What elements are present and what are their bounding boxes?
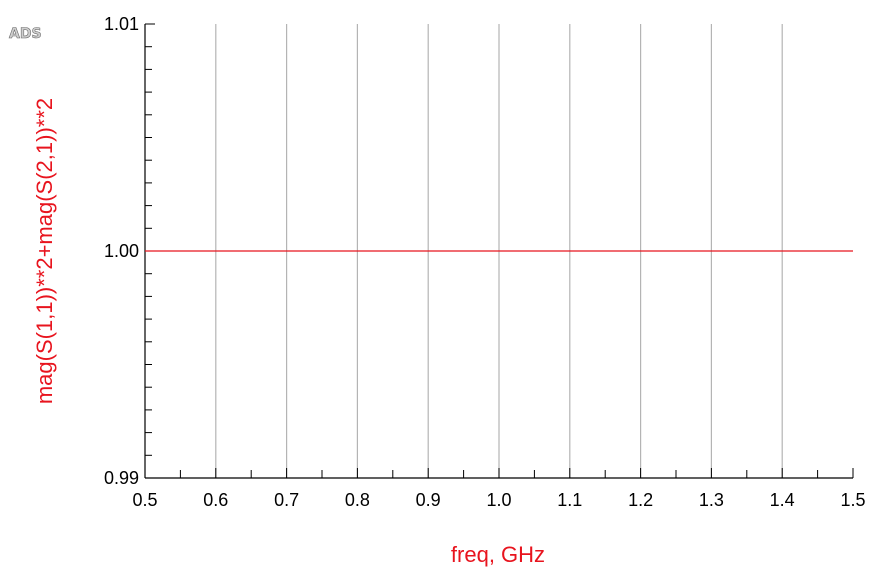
x-tick-label: 0.6 [203, 490, 228, 510]
x-tick-label: 1.0 [486, 490, 511, 510]
x-tick-label: 0.8 [345, 490, 370, 510]
y-tick-label: 1.00 [104, 241, 139, 261]
ads-logo: ADS [9, 26, 42, 42]
axes [144, 23, 854, 479]
y-axis-title: mag(S(1,1))**2+mag(S(2,1))**2 [32, 98, 57, 404]
x-tick-label: 1.3 [699, 490, 724, 510]
x-tick-label: 0.7 [274, 490, 299, 510]
x-tick-label: 1.5 [840, 490, 865, 510]
x-tick-label: 1.1 [557, 490, 582, 510]
x-tick-label: 1.4 [770, 490, 795, 510]
x-tick-label: 0.5 [132, 490, 157, 510]
y-tick-label: 0.99 [104, 468, 139, 488]
y-tick-label: 1.01 [104, 14, 139, 34]
x-tick-label: 1.2 [628, 490, 653, 510]
x-tick-label: 0.9 [416, 490, 441, 510]
tick-labels: 0.5 0.6 0.7 0.8 0.9 1.0 1.1 1.2 1.3 1.4 1.5 0.99 1.0… [104, 14, 866, 510]
x-axis-title: freq, GHz [451, 542, 545, 567]
